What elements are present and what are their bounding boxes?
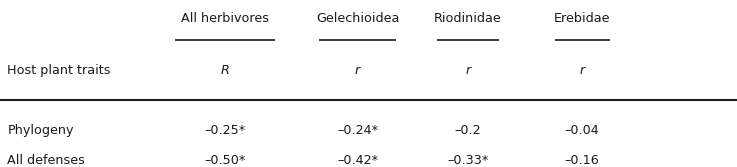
Text: –0.25*: –0.25* [204, 124, 245, 137]
Text: r: r [354, 64, 360, 77]
Text: –0.16: –0.16 [565, 154, 600, 167]
Text: R: R [220, 64, 229, 77]
Text: Phylogeny: Phylogeny [7, 124, 74, 137]
Text: r: r [579, 64, 585, 77]
Text: All herbivores: All herbivores [181, 12, 269, 25]
Text: Riodinidae: Riodinidae [434, 12, 502, 25]
Text: –0.24*: –0.24* [337, 124, 378, 137]
Text: All defenses: All defenses [7, 154, 85, 167]
Text: –0.42*: –0.42* [337, 154, 378, 167]
Text: –0.04: –0.04 [565, 124, 600, 137]
Text: –0.33*: –0.33* [447, 154, 489, 167]
Text: –0.50*: –0.50* [204, 154, 245, 167]
Text: Host plant traits: Host plant traits [7, 64, 111, 77]
Text: Gelechioidea: Gelechioidea [315, 12, 399, 25]
Text: Erebidae: Erebidae [554, 12, 610, 25]
Text: –0.2: –0.2 [455, 124, 481, 137]
Text: r: r [465, 64, 471, 77]
